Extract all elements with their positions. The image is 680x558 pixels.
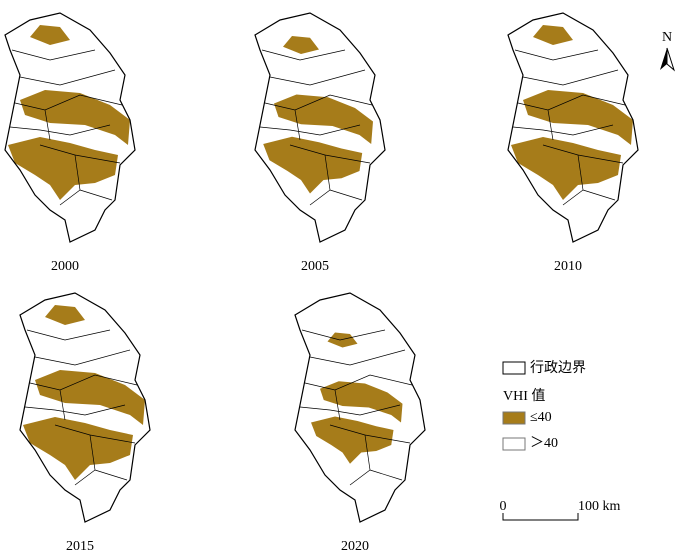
boundary-swatch <box>502 361 526 375</box>
legend-label: ≤40 <box>530 410 552 425</box>
region-outline <box>4 12 136 243</box>
region-outline <box>507 12 639 243</box>
north-arrow-left <box>660 48 667 70</box>
low-vhi-area <box>45 305 85 325</box>
low-vhi-area <box>283 36 319 54</box>
panel-label: 2020 <box>341 539 369 553</box>
north-arrow-right <box>666 47 676 72</box>
north-label: N <box>662 30 672 45</box>
low-vhi-area <box>327 332 358 348</box>
low-vhi-area <box>511 137 621 200</box>
region-outline <box>19 292 151 523</box>
legend-label: ＞40 <box>530 436 558 451</box>
map-panel <box>19 292 151 523</box>
legend-swatch <box>502 437 526 451</box>
low-vhi-area <box>311 416 394 464</box>
scale-bar: 0 100 km <box>500 499 621 521</box>
panel-label: 2010 <box>554 259 582 274</box>
scale-end: 100 km <box>578 499 621 514</box>
low-vhi-area <box>263 136 363 194</box>
low-vhi-area <box>8 137 118 200</box>
district-boundary <box>299 329 413 486</box>
legend-title: VHI 值 <box>503 388 545 404</box>
low-vhi-area <box>35 370 145 425</box>
map-panel <box>294 292 426 523</box>
low-vhi-area <box>320 381 403 423</box>
map-panel <box>254 12 386 243</box>
low-vhi-area <box>274 94 373 144</box>
legend: 行政边界 VHI 值 ≤40 ＞40 <box>502 360 586 451</box>
panel-label: 2005 <box>301 259 329 274</box>
low-vhi-area <box>23 417 133 480</box>
legend-boundary: 行政边界 <box>530 360 586 376</box>
district-boundary <box>24 329 138 486</box>
district-boundary <box>259 49 373 206</box>
district-boundary <box>9 49 123 206</box>
north-arrow: N <box>660 30 676 72</box>
map-panel <box>507 12 639 243</box>
scale-start: 0 <box>500 499 507 514</box>
low-vhi-area <box>523 90 633 145</box>
scale-line <box>502 513 579 521</box>
map-panel <box>4 12 136 243</box>
low-vhi-area <box>20 90 130 145</box>
panel-label: 2015 <box>66 539 94 553</box>
low-vhi-area <box>30 25 70 45</box>
region-outline <box>254 12 386 243</box>
district-boundary <box>512 49 626 206</box>
low-vhi-area <box>533 25 573 45</box>
panel-label: 2000 <box>51 259 79 274</box>
region-outline <box>294 292 426 523</box>
legend-swatch <box>502 411 526 425</box>
